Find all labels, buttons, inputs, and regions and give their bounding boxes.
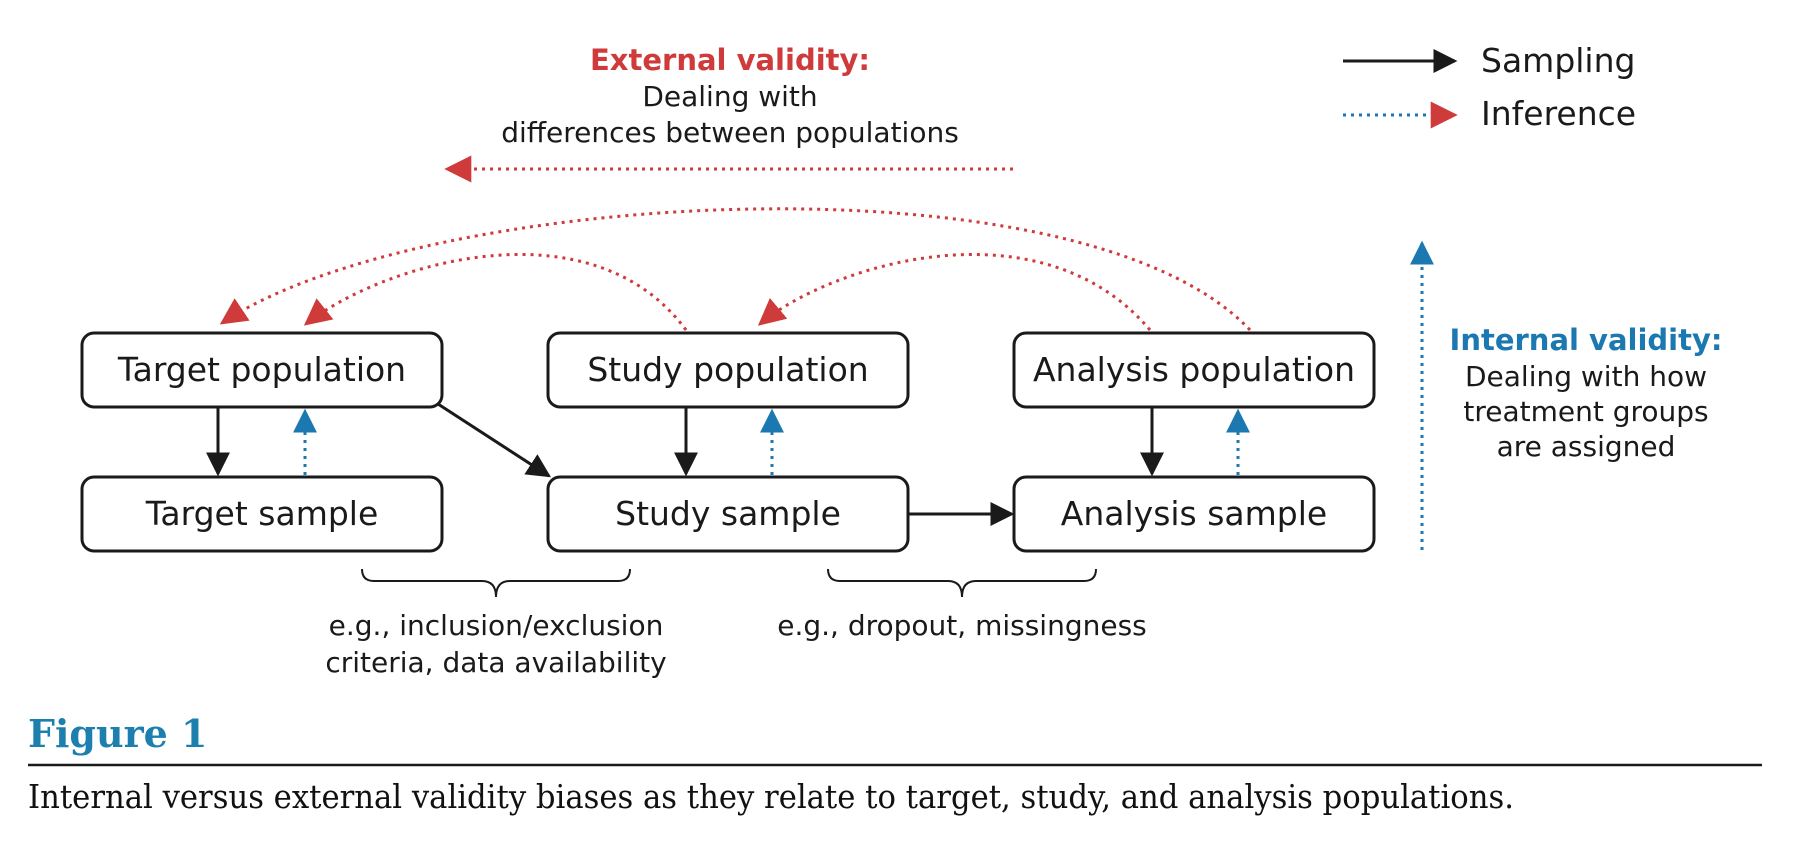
inclusion-note-line1: e.g., inclusion/exclusion bbox=[329, 609, 664, 642]
target-population-label: Target population bbox=[117, 350, 406, 389]
internal-validity-line3: are assigned bbox=[1497, 430, 1676, 463]
analysis-population-label: Analysis population bbox=[1033, 350, 1355, 389]
internal-validity-title: Internal validity: bbox=[1450, 323, 1723, 357]
study-sample-label: Study sample bbox=[615, 494, 841, 533]
external-validity-annotation: External validity: Dealing with differen… bbox=[444, 43, 1013, 183]
study-to-target-inference-arrow bbox=[303, 253, 688, 331]
study-sample-box: Study sample bbox=[546, 475, 910, 553]
external-validity-line1: Dealing with bbox=[642, 80, 817, 113]
analysis-population-box: Analysis population bbox=[1012, 331, 1376, 409]
study-population-label: Study population bbox=[587, 350, 868, 389]
dropout-note: e.g., dropout, missingness bbox=[777, 609, 1147, 642]
analysis-sample-box: Analysis sample bbox=[1012, 475, 1376, 553]
analysis-to-target-inference-arrow bbox=[219, 207, 1252, 332]
inclusion-brace bbox=[361, 568, 631, 598]
internal-validity-line2: treatment groups bbox=[1463, 395, 1708, 428]
study-population-box: Study population bbox=[546, 331, 910, 409]
analysis-sample-label: Analysis sample bbox=[1061, 494, 1327, 533]
sampling-arrows bbox=[206, 402, 1164, 526]
legend-sampling-label: Sampling bbox=[1481, 41, 1635, 80]
dropout-brace bbox=[827, 568, 1097, 598]
target-population-box: Target population bbox=[80, 331, 444, 409]
legend-inference-label: Inference bbox=[1481, 94, 1636, 133]
analysis-to-study-inference-arrow bbox=[757, 253, 1152, 331]
external-validity-title: External validity: bbox=[590, 43, 870, 77]
internal-inference-arrows bbox=[293, 408, 1250, 475]
target-sample-label: Target sample bbox=[145, 494, 379, 533]
target-population-to-study-sample-arrow bbox=[437, 402, 552, 478]
inclusion-note-line2: criteria, data availability bbox=[325, 646, 666, 679]
external-validity-line2: differences between populations bbox=[501, 116, 959, 149]
legend: Sampling Inference bbox=[1343, 41, 1636, 133]
figure-title: Figure 1 bbox=[28, 711, 207, 756]
figure-caption: Internal versus external validity biases… bbox=[28, 777, 1514, 816]
external-inference-arrows bbox=[219, 207, 1252, 332]
internal-validity-line1: Dealing with how bbox=[1465, 360, 1707, 393]
internal-validity-annotation: Internal validity: Dealing with how trea… bbox=[1410, 240, 1723, 550]
target-sample-box: Target sample bbox=[80, 475, 444, 553]
